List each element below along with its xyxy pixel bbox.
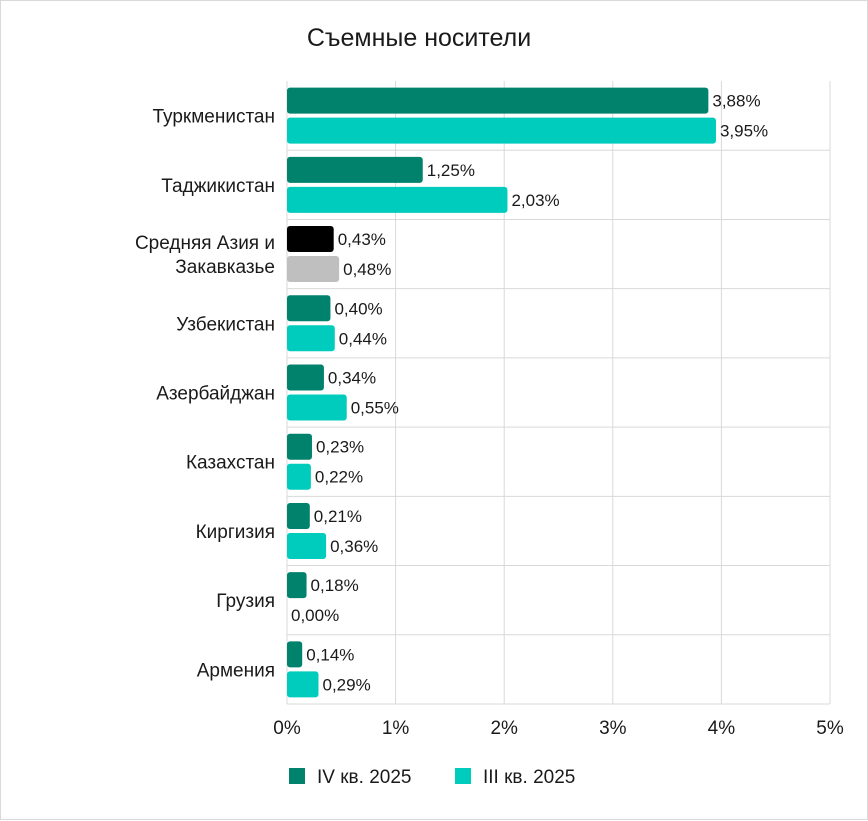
data-label: 0,36% (330, 537, 378, 556)
category-label: Таджикистан (161, 176, 275, 197)
bar-q4 (287, 87, 709, 114)
data-label: 0,14% (306, 645, 354, 664)
data-label: 1,25% (427, 161, 475, 180)
bar-q3 (287, 325, 335, 352)
bar-q4 (287, 641, 303, 668)
bar-q4 (287, 156, 423, 183)
data-label: 0,00% (291, 606, 339, 625)
x-tick-label: 1% (382, 718, 410, 739)
bar-q4 (287, 295, 331, 322)
bar-q4 (287, 502, 310, 529)
x-tick-label: 3% (599, 718, 627, 739)
bar-q4 (287, 364, 324, 391)
bar-q3 (287, 117, 716, 144)
bar-q3 (287, 532, 327, 559)
x-axis-ticks: 0% 1% 2% 3% 4% 5% (273, 718, 844, 739)
data-label: 0,55% (351, 399, 399, 418)
x-tick-label: 5% (816, 718, 844, 739)
data-label: 0,44% (339, 329, 387, 348)
data-label: 0,40% (334, 299, 382, 318)
data-label: 0,43% (338, 230, 386, 249)
bar-q3 (287, 186, 508, 213)
data-labels: 3,88% 3,95% 1,25% 2,03% 0,43% 0,48% 0,40% 0,44%… (291, 92, 768, 695)
bar-q3 (287, 256, 340, 283)
legend-swatch (455, 768, 471, 784)
data-label: 0,34% (328, 369, 376, 388)
category-labels: Туркменистан Таджикистан Средняя Азия и Зак… (135, 107, 275, 682)
category-label: Туркменистан (153, 107, 276, 128)
legend: IV кв. 2025 III кв. 2025 (289, 767, 575, 788)
bar-q3 (287, 463, 311, 490)
data-label: 3,95% (720, 122, 768, 141)
legend-swatch (289, 768, 305, 784)
x-tick-label: 2% (490, 718, 518, 739)
bar-q4 (287, 433, 312, 460)
data-label: 0,22% (315, 468, 363, 487)
data-label: 2,03% (511, 191, 559, 210)
category-label: Казахстан (186, 453, 275, 474)
data-label: 0,23% (316, 438, 364, 457)
chart-title: Съемные носители (307, 24, 531, 52)
data-label: 3,88% (712, 92, 760, 111)
bar-q3 (287, 394, 347, 421)
bar-q3 (287, 671, 319, 698)
category-label: Грузия (216, 591, 275, 612)
data-label: 0,18% (311, 576, 359, 595)
category-label: Киргизия (196, 522, 275, 543)
grid-lines (286, 81, 831, 705)
data-label: 0,29% (322, 675, 370, 694)
data-label: 0,48% (343, 260, 391, 279)
category-label: Средняя Азия и Закавказье (135, 233, 275, 278)
bar-q4 (287, 572, 307, 599)
category-label: Узбекистан (176, 314, 275, 335)
category-label: Армения (197, 660, 275, 681)
bars (287, 87, 716, 698)
legend-label: IV кв. 2025 (317, 767, 411, 788)
x-tick-label: 4% (708, 718, 736, 739)
category-label: Азербайджан (156, 384, 275, 405)
data-label: 0,21% (314, 507, 362, 526)
x-tick-label: 0% (273, 718, 301, 739)
bar-q4 (287, 226, 334, 253)
legend-label: III кв. 2025 (483, 767, 575, 788)
